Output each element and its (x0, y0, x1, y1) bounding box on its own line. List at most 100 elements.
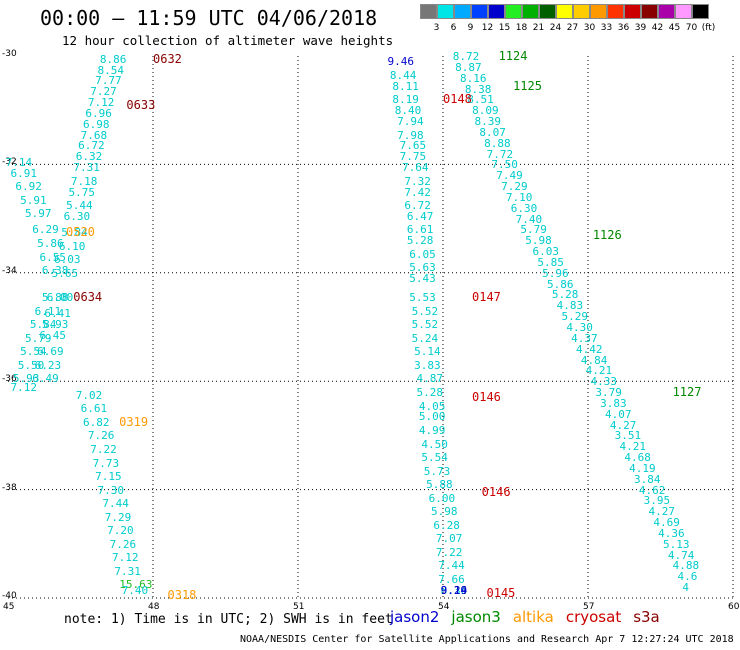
wave-height-value: 7.44 (102, 497, 129, 511)
wave-height-value: 7.44 (438, 559, 465, 573)
color-swatch (556, 4, 573, 19)
wave-height-value: 4.33 (590, 375, 618, 389)
wave-height-value: 7.14 (5, 155, 33, 169)
longitude-tick-label: 54 (438, 602, 450, 612)
track-time-label: 0319 (119, 414, 149, 429)
wave-height-value: 7.18 (70, 174, 98, 188)
wave-height-value: 6.47 (406, 209, 434, 223)
wave-height-value: 5.28 (406, 234, 434, 248)
wave-height-value: 8.39 (474, 115, 502, 129)
wave-height-value: 5.93 (41, 318, 69, 332)
wave-height-value: 5.14 (414, 345, 441, 359)
wave-height-value: 7.40 (121, 584, 149, 597)
wave-height-value: 5.54 (421, 451, 448, 465)
wave-height-value: 5.79 (25, 331, 52, 345)
wave-height-value: 8.11 (392, 79, 419, 93)
track-time-label: 1126 (592, 227, 622, 242)
color-swatch (420, 4, 437, 19)
wave-height-value: 5.28 (416, 386, 444, 400)
wave-height-value: 4.99 (418, 423, 446, 437)
color-scale-label: 45 (668, 23, 681, 33)
wave-height-value: 4.36 (658, 526, 685, 540)
wave-height-value: 8.40 (394, 104, 422, 118)
wave-height-value: 7.12 (112, 551, 139, 565)
color-scale-label: (ft) (701, 23, 716, 33)
wave-height-value: 6.72 (404, 199, 431, 213)
latitude-tick-label: -32 (2, 157, 17, 168)
color-scale-label: 21 (532, 23, 545, 33)
wave-height-value: 9.14 (440, 584, 468, 597)
grid (8, 56, 734, 599)
latitude-tick-label: -38 (2, 482, 17, 493)
color-swatch (590, 4, 607, 19)
legend-entry-s3a: s3a (633, 608, 660, 626)
wave-height-value: 6.61 (80, 402, 108, 416)
wave-height-value: 8.51 (467, 93, 494, 107)
wave-height-value: 5.53 (409, 291, 436, 305)
color-scale-label: 36 (617, 23, 630, 33)
wave-height-value: 7.66 (438, 573, 465, 587)
legend-entry-cryosat: cryosat (565, 608, 622, 626)
longitude-tick-label: 51 (293, 602, 305, 612)
wave-height-value: 7.22 (435, 545, 463, 559)
wave-height-value: 8.44 (389, 68, 417, 82)
wave-height-value: 7.77 (95, 74, 122, 88)
wave-height-value: 7.10 (505, 190, 533, 204)
color-swatch (607, 4, 624, 19)
wave-height-value: 7.29 (104, 510, 132, 524)
wave-height-value: 5.84 (61, 226, 88, 240)
color-scale-label: 33 (600, 23, 613, 33)
wave-height-value: 6.49 (32, 372, 59, 386)
wave-height-value: 4.21 (585, 364, 613, 378)
wave-height-value: 9.46 (387, 55, 415, 69)
wave-height-value: 4.27 (609, 418, 637, 432)
wave-height-value: 6.91 (10, 166, 38, 180)
wave-height-value: 3.84 (634, 472, 661, 486)
track-time-label: 0632 (153, 51, 182, 66)
wave-height-value: 4.88 (672, 559, 700, 573)
wave-height-value: 8.36 (440, 584, 468, 597)
wave-height-value: 7.07 (435, 532, 463, 546)
wave-height-value: 3.83 (600, 396, 627, 410)
wave-height-value: 8.87 (455, 60, 482, 74)
wave-height-value: 5.98 (431, 505, 458, 519)
wave-height-value: 6.00 (428, 491, 456, 505)
wave-height-value: 4.84 (580, 353, 608, 367)
color-swatch (573, 4, 590, 19)
wave-height-value: 7.72 (486, 147, 514, 161)
color-swatch (488, 4, 505, 19)
wave-height-value: 5.44 (66, 199, 93, 213)
wave-height-value: 4.19 (629, 461, 656, 475)
latitude-tick-label: -36 (2, 374, 17, 385)
wave-height-value: 5.88 (426, 478, 453, 492)
wave-height-value: 7.50 (491, 158, 518, 172)
wave-height-value: 6.45 (39, 329, 67, 343)
wave-height-value: 7.31 (73, 161, 100, 175)
color-swatch (437, 4, 454, 19)
wave-height-value: 7.42 (404, 185, 431, 199)
wave-height-value: 7.12 (87, 96, 115, 110)
wave-height-value: 4.21 (619, 440, 647, 454)
wave-height-value: 4.07 (605, 407, 632, 421)
wave-height-value: 7.31 (114, 564, 141, 578)
wave-height-value: 7.64 (402, 161, 429, 175)
wave-height-value: 7.12 (10, 380, 38, 394)
track-time-label: 1125 (513, 78, 542, 93)
wave-height-value: 5.50 (17, 358, 45, 372)
wave-height-value: 5.13 (663, 537, 690, 551)
wave-height-value: 5.24 (411, 331, 439, 345)
wave-height-value: 7.75 (399, 150, 427, 164)
color-swatch (471, 4, 488, 19)
track-time-label: 1124 (498, 49, 528, 63)
wave-height-value: 5.54 (20, 345, 47, 359)
color-scale-label: 27 (566, 23, 579, 33)
color-swatch (624, 4, 641, 19)
wave-height-value: 6.72 (78, 139, 105, 153)
wave-height-value: 6.32 (75, 150, 103, 164)
wave-height-value: 7.30 (97, 483, 125, 497)
wave-height-value: 6.82 (83, 415, 110, 429)
wave-height-value: 7.26 (109, 537, 137, 551)
wave-height-value: 8.16 (460, 71, 487, 85)
wave-height-value: 6.30 (63, 209, 91, 223)
